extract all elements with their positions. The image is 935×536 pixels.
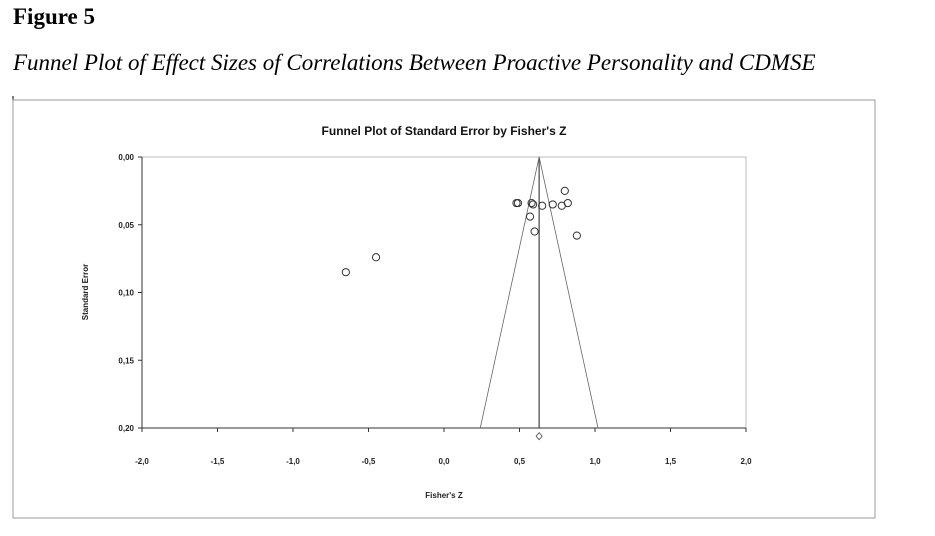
study-point [530,227,539,236]
plot-area [141,156,747,429]
study-point [527,198,536,208]
x-tick-label: 2,0 [740,457,752,466]
x-tick-label: -1,0 [286,457,300,466]
study-point [560,186,569,195]
x-tick-label: 0,0 [438,457,450,466]
chart-title: Funnel Plot of Standard Error by Fisher'… [322,124,567,138]
x-tick-label: 1,5 [665,457,677,466]
funnel-right-line [538,156,599,429]
funnel-left-line [479,156,540,429]
x-tick-label: -2,0 [135,457,149,466]
x-tick-label: -0,5 [362,457,376,466]
y-tick-label: 0,00 [118,153,134,162]
x-tick-label: -1,5 [211,457,225,466]
y-tick-label: 0,05 [118,221,134,230]
y-tick-label: 0,20 [118,424,134,433]
study-point [528,200,538,209]
study-point [548,200,557,209]
study-point [563,198,572,208]
x-tick-label: 0,5 [514,457,526,466]
funnel [479,156,599,429]
study-point [341,268,350,277]
axes: 0,00 0,05 0,10 0,15 0,20 -2,0 -1,5 -1,0 -0,5 0,0 0… [118,153,752,466]
study-point [371,253,381,262]
x-tick-label: 1,0 [589,457,601,466]
y-axis-label: Standard Error [81,264,90,320]
study-point [513,198,523,208]
study-point [538,201,547,210]
y-tick-label: 0,15 [118,356,134,365]
figure-label: Figure 5 [13,4,95,29]
study-point [572,231,581,240]
data-points [341,186,581,441]
combined-effect-diamond [535,431,543,441]
figure-caption: Funnel Plot of Effect Sizes of Correlati… [13,50,816,75]
study-point [525,212,535,221]
y-tick-label: 0,10 [118,289,134,298]
x-axis-label: Fisher's Z [425,491,463,500]
